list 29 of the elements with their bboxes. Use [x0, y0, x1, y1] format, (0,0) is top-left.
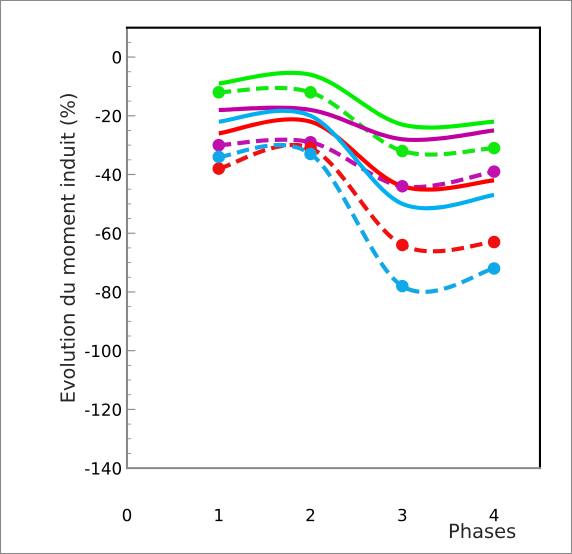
y-tick-label: -120: [85, 403, 122, 416]
y-tick-label: -60: [96, 227, 122, 240]
x-tick-label: 4: [490, 508, 498, 522]
point: [396, 144, 409, 158]
y-axis-title: Evolution du moment induit (%): [60, 94, 78, 402]
point: [212, 150, 226, 164]
point: [212, 86, 226, 99]
y-tick-label: -100: [85, 344, 122, 358]
point: [304, 86, 317, 99]
point: [396, 238, 409, 252]
y-tick-label: -80: [96, 286, 122, 299]
y-tick-label: -40: [96, 168, 122, 182]
point: [396, 280, 409, 292]
y-tick-label: 0: [112, 51, 122, 64]
x-tick-label: 3: [398, 508, 406, 522]
point: [212, 162, 226, 175]
point: [304, 148, 317, 160]
x-axis-title: Phases: [450, 523, 516, 538]
point: [488, 142, 500, 154]
x-tick-label: 0: [122, 508, 132, 522]
x-tick-label: 1: [215, 508, 223, 522]
point: [396, 180, 409, 193]
point: [488, 236, 500, 248]
x-tick-label: 2: [306, 508, 314, 522]
y-tick-label: -140: [85, 462, 122, 475]
point: [488, 165, 500, 178]
point: [212, 138, 226, 152]
point: [488, 262, 500, 275]
y-tick-label: -20: [96, 110, 122, 122]
